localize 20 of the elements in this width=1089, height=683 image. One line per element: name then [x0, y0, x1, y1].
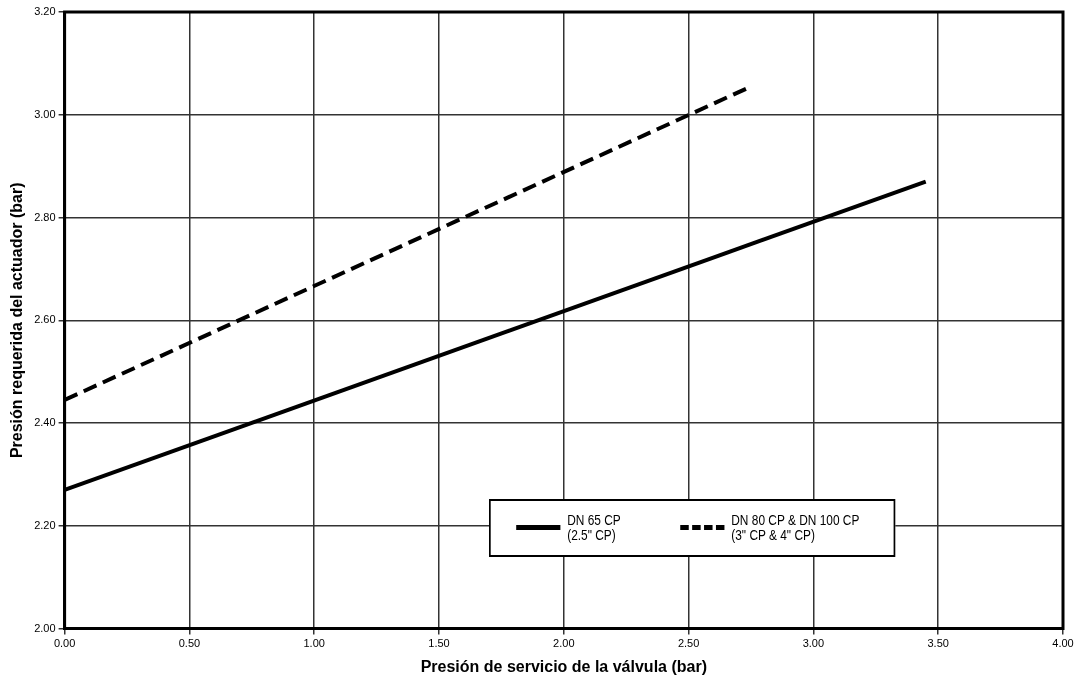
x-tick-label: 2.50 [677, 637, 700, 650]
x-tick-label: 3.50 [927, 637, 949, 650]
x-tick-label: 0.00 [53, 637, 76, 650]
y-tick-label: 2.40 [34, 416, 56, 429]
x-tick-label: 4.00 [1052, 637, 1074, 650]
y-tick-label: 2.20 [34, 518, 56, 531]
legend-label: DN 65 CP (2.5" CP) [567, 511, 621, 543]
x-tick-label: 2.00 [553, 637, 575, 650]
y-tick-label: 2.60 [34, 313, 56, 326]
x-tick-label: 0.50 [178, 637, 201, 650]
x-tick-label: 1.50 [428, 637, 450, 650]
x-tick-label: 1.00 [303, 637, 325, 650]
x-tick-label: 3.00 [802, 637, 825, 650]
y-tick-label: 2.00 [34, 621, 56, 634]
y-tick-label: 3.00 [34, 107, 56, 120]
x-axis-title: Presión de servicio de la válvula (bar) [420, 657, 707, 675]
y-tick-label: 2.80 [34, 210, 56, 223]
y-tick-label: 3.20 [34, 5, 56, 18]
y-axis-title: Presión requerida del actuador (bar) [8, 182, 26, 459]
legend-label: DN 80 CP & DN 100 CP (3" CP & 4" CP) [731, 511, 860, 543]
